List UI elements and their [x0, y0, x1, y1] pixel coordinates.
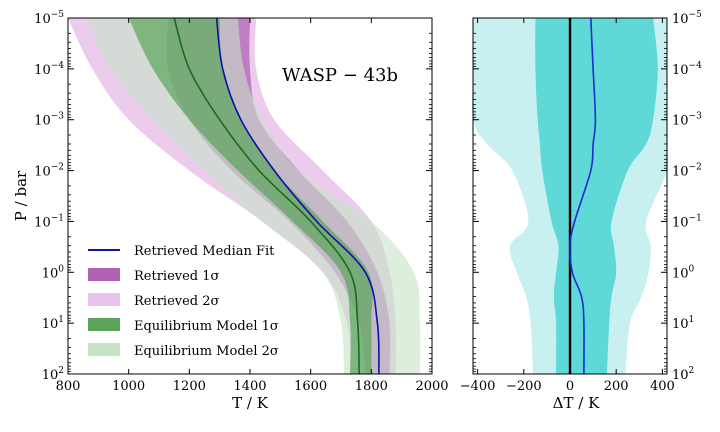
dt-x-tick-label: −400: [460, 379, 496, 394]
legend-label: Equilibrium Model 1σ: [134, 319, 279, 334]
band-equilibrium-model-2sigma: [86, 18, 421, 374]
legend-item-retrieved-median-fit: Retrieved Median Fit: [88, 244, 275, 259]
legend-label: Retrieved Median Fit: [134, 244, 275, 259]
dt-x-tick-label: 400: [650, 379, 675, 394]
y-tick-label: 10−3: [34, 112, 64, 129]
tp-x-axis-title: T / K: [232, 394, 269, 412]
tp-y-ticks: 10−5 10−4 10−3 10−2 10−1 100 101 102: [34, 10, 432, 383]
legend-item-retrieved-2sigma: Retrieved 2σ: [88, 293, 220, 309]
dt-lines: [568, 17, 597, 375]
legend-swatch: [88, 318, 120, 331]
dt-x-tick-label: 200: [604, 379, 629, 394]
y-tick-label: 100: [42, 264, 65, 281]
y-tick-label: 101: [42, 315, 64, 332]
legend-label: Equilibrium Model 2σ: [134, 344, 279, 359]
y-tick-label: 10−5: [34, 10, 64, 27]
x-tick-label: 2000: [415, 379, 448, 394]
dt-x-tick-label: 0: [566, 379, 574, 394]
dt-x-tick-label: −200: [506, 379, 542, 394]
y-tick-label: 10−1: [34, 213, 64, 230]
band-equilibrium-model-1sigma: [128, 18, 373, 374]
dt-y-tick-label: 100: [672, 264, 695, 281]
x-tick-label: 1600: [294, 379, 327, 394]
dt-y-tick-label: 102: [672, 366, 694, 383]
tp-y-axis-title: P / bar: [12, 170, 30, 221]
y-tick-label: 102: [42, 366, 64, 383]
y-tick-label: 10−4: [34, 61, 64, 78]
planet-annotation: WASP − 43b: [282, 65, 398, 86]
legend-label: Retrieved 2σ: [134, 294, 220, 309]
delta-t-panel: −400 −200 0 200 400 10−510−410−310−210−11001…: [460, 10, 702, 412]
dt-x-ticks: −400 −200 0 200 400: [460, 18, 675, 394]
tp-profile-panel: 800 1000 1200 1400 1600 1800 2000 10−5 10−4 10−3…: [12, 10, 449, 412]
legend-swatch: [88, 268, 120, 281]
legend-item-retrieved-1sigma: Retrieved 1σ: [88, 268, 220, 284]
dt-band-1sigma: [535, 18, 658, 374]
legend-item-equilibrium-model-1sigma: Equilibrium Model 1σ: [88, 318, 279, 334]
x-tick-label: 1000: [112, 379, 145, 394]
y-tick-label: 10−2: [34, 163, 64, 180]
x-tick-label: 1200: [173, 379, 206, 394]
dt-y-tick-label: 10−5: [672, 10, 702, 27]
legend: Retrieved Median Fit Retrieved 1σ Retrieve…: [88, 244, 279, 359]
x-tick-label: 1400: [233, 379, 266, 394]
dt-y-tick-label: 10−3: [672, 112, 702, 129]
dt-x-axis-title: ΔT / K: [553, 394, 600, 412]
dt-median-line: [569, 17, 597, 375]
line-equilibrium-model-median: [173, 17, 360, 375]
dt-y-tick-label: 10−4: [672, 61, 702, 78]
dt-y-tick-label: 101: [672, 315, 694, 332]
tp-lines: [173, 17, 380, 375]
legend-label: Retrieved 1σ: [134, 269, 220, 284]
x-tick-label: 800: [56, 379, 81, 394]
line-retrieved-median-fit: [215, 17, 380, 375]
dt-y-tick-label: 10−2: [672, 163, 702, 180]
legend-swatch: [88, 293, 120, 306]
x-tick-label: 1800: [355, 379, 388, 394]
tp-bands: [68, 18, 421, 374]
legend-swatch: [88, 343, 120, 356]
legend-item-equilibrium-model-2sigma: Equilibrium Model 2σ: [88, 343, 279, 359]
tp-x-ticks: 800 1000 1200 1400 1600 1800 2000: [56, 18, 449, 394]
dt-y-tick-label: 10−1: [672, 213, 702, 230]
dt-y-ticks: 10−5 10−4 10−3 10−2 10−1 100 101 102: [473, 10, 702, 383]
